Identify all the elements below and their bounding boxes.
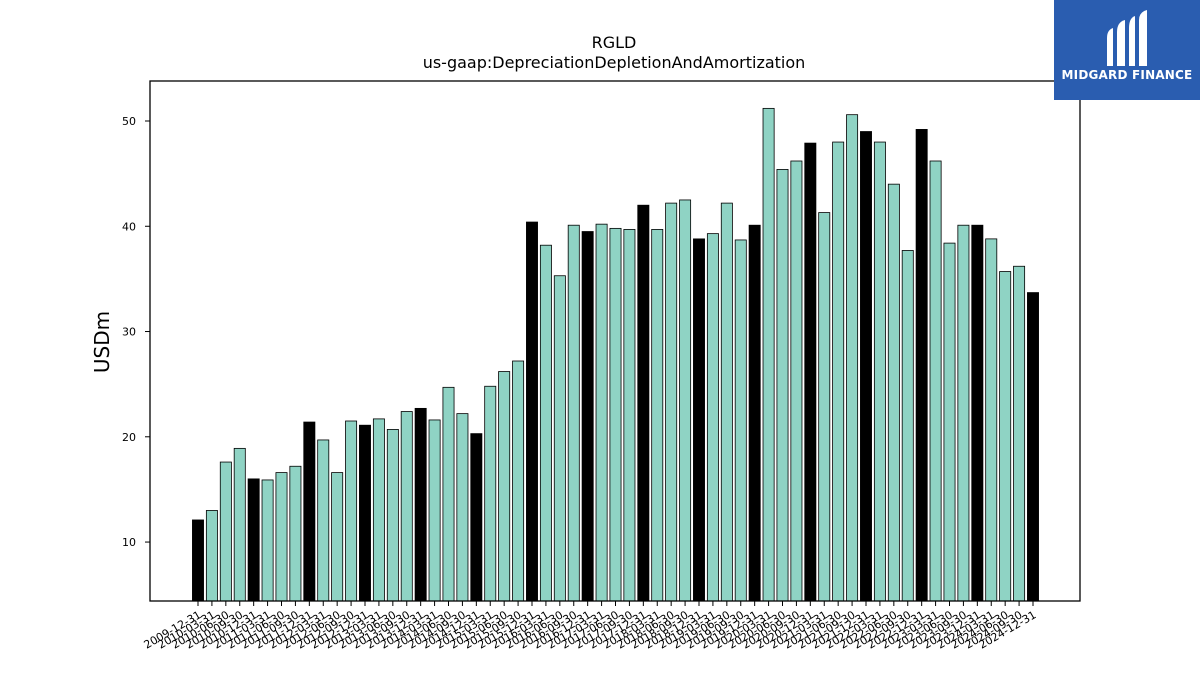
bar-2016-03-31: [539, 244, 552, 602]
bar-2016-09-30: [567, 224, 580, 602]
bar-2012-09-30: [345, 420, 358, 602]
bar-2012-12-31: [359, 424, 371, 602]
y-axis-label: USDm: [90, 311, 114, 373]
bar-2016-06-30: [553, 275, 566, 602]
bar-2018-06-30: [665, 202, 678, 602]
bar-2010-09-30: [233, 447, 246, 602]
bar-2018-09-30: [679, 199, 692, 602]
bar-2010-03-31: [205, 510, 218, 602]
bar-2012-03-31: [317, 439, 330, 602]
bar-2013-06-30: [386, 429, 399, 602]
bar-2013-03-31: [372, 418, 385, 602]
bar-2010-06-30: [219, 461, 232, 602]
bar-2019-09-30: [734, 239, 747, 602]
bar-2015-12-31: [526, 221, 538, 602]
bar-2015-09-30: [512, 360, 525, 602]
bar-2021-06-30: [832, 141, 845, 602]
bar-2015-06-30: [498, 371, 511, 602]
logo-text: MIDGARD FINANCE: [1061, 68, 1193, 82]
plot-frame: [149, 80, 1081, 602]
midgard-logo-icon: [1107, 10, 1147, 66]
y-tick-label-30: 30: [122, 326, 136, 339]
bar-2009-12-31: [192, 519, 204, 602]
bar-2014-12-31: [470, 433, 483, 602]
bar-2019-03-31: [706, 233, 719, 602]
bar-2022-03-31: [873, 141, 886, 602]
bar-2014-09-30: [456, 413, 469, 602]
y-tick-label-50: 50: [122, 115, 136, 128]
bar-2014-03-31: [428, 419, 441, 602]
bar-2012-06-30: [331, 472, 344, 602]
bar-2015-03-31: [484, 385, 497, 602]
y-tick-label-40: 40: [122, 220, 136, 233]
bar-2022-06-30: [887, 183, 900, 602]
bar-2010-12-31: [247, 478, 260, 602]
x-axis: 2009-12-312010-03-312010-06-302010-09-30…: [142, 601, 1039, 652]
bar-2014-06-30: [442, 386, 455, 602]
bar-2020-09-30: [790, 160, 803, 602]
chart-subtitle: us-gaap:DepreciationDepletionAndAmortiza…: [423, 53, 806, 72]
bar-2017-03-31: [595, 223, 608, 602]
bar-2024-09-30: [1013, 265, 1026, 602]
bar-2023-09-30: [957, 224, 970, 602]
bar-2024-06-30: [999, 271, 1012, 602]
bar-2017-09-30: [623, 229, 636, 602]
bar-2019-06-30: [720, 202, 733, 602]
bar-2022-09-30: [901, 250, 914, 602]
bar-2011-12-31: [303, 421, 316, 602]
bar-2011-03-31: [261, 479, 274, 602]
bar-2024-12-31: [1027, 292, 1039, 602]
bar-2023-03-31: [929, 160, 942, 602]
y-tick-label-10: 10: [122, 536, 136, 549]
bar-2021-03-31: [818, 212, 831, 602]
bar-2023-06-30: [943, 242, 956, 602]
brand-logo: MIDGARD FINANCE: [1054, 0, 1200, 100]
bar-2017-12-31: [637, 204, 650, 602]
bar-2017-06-30: [609, 227, 622, 602]
bar-2020-12-31: [804, 142, 817, 602]
bar-2013-09-30: [400, 411, 413, 602]
bar-2021-09-30: [846, 114, 859, 602]
bar-2022-12-31: [915, 129, 928, 602]
y-tick-label-20: 20: [122, 431, 136, 444]
bar-2023-12-31: [971, 224, 984, 602]
bar-2021-12-31: [860, 131, 872, 602]
chart-title: RGLD: [592, 33, 637, 52]
bar-2013-12-31: [414, 407, 427, 602]
bar-2018-03-31: [651, 229, 664, 602]
bar-2020-03-31: [762, 107, 775, 602]
bar-2018-12-31: [693, 238, 705, 602]
bar-2011-09-30: [289, 465, 302, 602]
bar-2020-06-30: [776, 169, 789, 602]
bar-2011-06-30: [275, 472, 288, 602]
bar-2016-12-31: [581, 231, 594, 602]
bars-group: [192, 107, 1039, 602]
bar-2024-03-31: [985, 238, 998, 602]
y-axis: 10 20 30 40 50: [122, 115, 150, 549]
bar-2019-12-31: [748, 224, 761, 602]
